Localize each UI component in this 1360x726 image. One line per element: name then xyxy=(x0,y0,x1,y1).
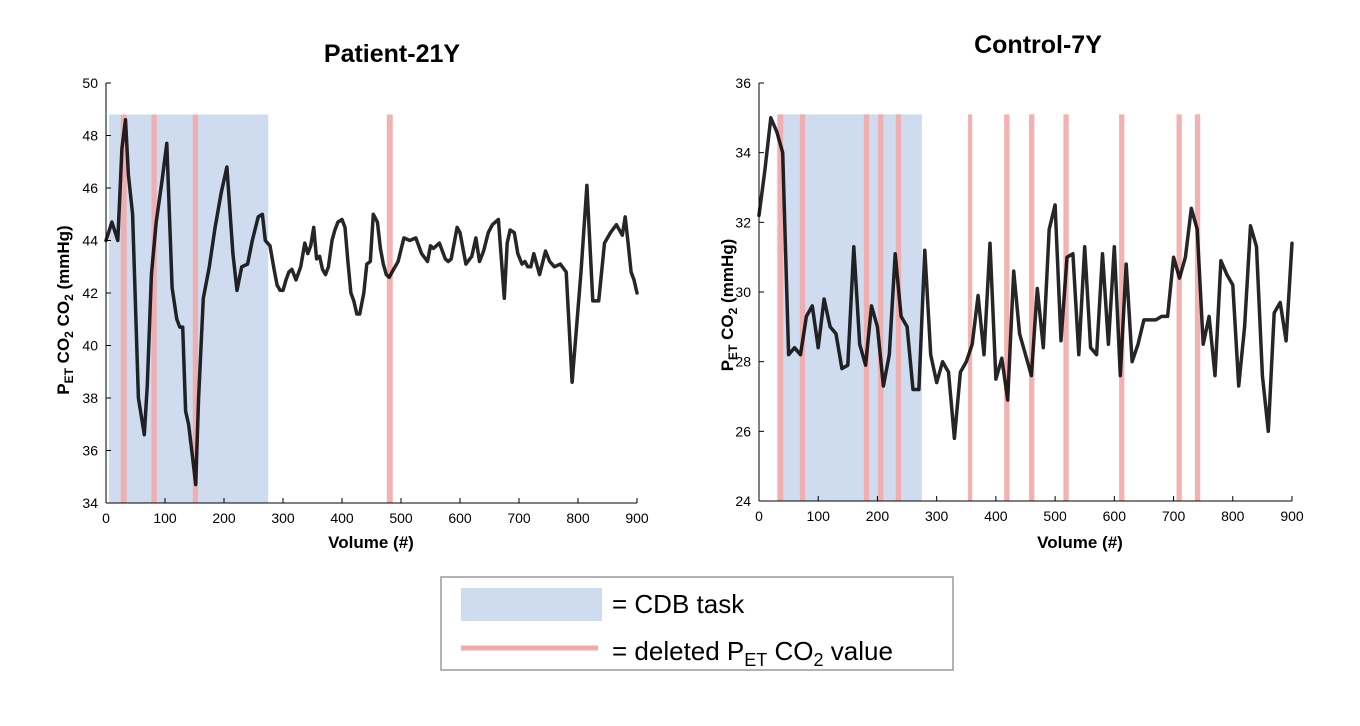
deleted-value-band xyxy=(120,114,127,503)
deleted-value-band xyxy=(878,114,884,501)
x-tick-label: 500 xyxy=(389,510,413,526)
x-tick-label: 800 xyxy=(566,510,590,526)
deleted-value-band xyxy=(151,114,157,503)
deleted-value-band xyxy=(895,114,902,501)
deleted-value-band xyxy=(799,114,806,501)
x-tick-label: 100 xyxy=(153,510,177,526)
y-tick-label: 36 xyxy=(82,443,98,459)
patient-21y-chart: Patient-21Y 0 100 200 300 400 500 600 700 800 900… xyxy=(54,40,649,552)
y-axis-label: PET CO2 CO2 (mmHg) xyxy=(54,225,76,394)
axes-layer: 0 100 200 300 400 500 600 700 800 900 34 36 38 40 42 44… xyxy=(82,75,648,526)
x-tick-label: 0 xyxy=(102,510,110,526)
deleted-value-band xyxy=(1029,114,1035,501)
deleted-value-band xyxy=(968,114,973,501)
band-layer xyxy=(776,114,1201,501)
x-tick-label: 300 xyxy=(271,510,295,526)
y-tick-label: 42 xyxy=(82,285,98,301)
pet-co2-series-line xyxy=(104,117,639,487)
y-tick-label: 32 xyxy=(735,214,751,230)
x-tick-label: 700 xyxy=(1162,508,1186,524)
y-tick-label: 34 xyxy=(82,495,98,511)
pet-co2-series-line xyxy=(757,116,1294,441)
x-tick-label: 900 xyxy=(625,510,649,526)
x-tick-label: 0 xyxy=(755,508,763,524)
y-tick-label: 30 xyxy=(735,284,751,300)
deleted-value-band xyxy=(1119,114,1125,501)
y-tick-label: 50 xyxy=(82,75,98,91)
legend-task-label: = CDB task xyxy=(612,589,745,619)
x-tick-label: 400 xyxy=(330,510,354,526)
y-tick-label: 46 xyxy=(82,180,98,196)
legend: = CDB task = deleted PET CO2 value xyxy=(440,576,954,671)
y-tick-label: 26 xyxy=(735,423,751,439)
x-tick-label: 900 xyxy=(1280,508,1304,524)
x-tick-label: 300 xyxy=(925,508,949,524)
x-tick-label: 200 xyxy=(866,508,890,524)
deleted-value-band xyxy=(192,114,199,503)
y-tick-label: 44 xyxy=(82,233,98,249)
y-tick-label: 48 xyxy=(82,128,98,144)
x-tick-label: 800 xyxy=(1221,508,1245,524)
deleted-value-band xyxy=(1004,114,1010,501)
y-tick-label: 40 xyxy=(82,338,98,354)
x-axis-label: Volume (#) xyxy=(328,533,414,552)
deleted-value-band xyxy=(1194,114,1201,501)
legend-deleted-label: = deleted PET CO2 value xyxy=(612,636,893,670)
y-tick-label: 28 xyxy=(735,354,751,370)
axes-layer: 0 100 200 300 400 500 600 700 800 900 24 26 28 30 32 34… xyxy=(735,75,1303,524)
x-tick-label: 400 xyxy=(984,508,1008,524)
series-layer xyxy=(104,117,639,487)
deleted-value-band xyxy=(1063,114,1069,501)
deleted-value-band xyxy=(777,114,784,501)
series-layer xyxy=(757,116,1294,441)
chart-title: Control-7Y xyxy=(974,31,1102,59)
legend-task-swatch xyxy=(461,588,602,621)
x-tick-label: 700 xyxy=(507,510,531,526)
deleted-value-band xyxy=(863,114,870,501)
y-tick-label: 24 xyxy=(735,493,751,509)
y-tick-label: 36 xyxy=(735,75,751,91)
deleted-value-band xyxy=(386,114,393,503)
x-tick-label: 100 xyxy=(807,508,831,524)
cdb-task-band xyxy=(108,114,269,503)
y-tick-label: 38 xyxy=(82,390,98,406)
control-7y-chart: Control-7Y 0 100 200 300 400 500 600 700 800 900 2… xyxy=(718,31,1304,552)
y-axis-label: PET CO2 (mmHg) xyxy=(718,239,740,372)
deleted-value-band xyxy=(1176,114,1182,501)
x-tick-label: 600 xyxy=(1103,508,1127,524)
x-axis-label: Volume (#) xyxy=(1037,533,1123,552)
x-tick-label: 500 xyxy=(1043,508,1067,524)
y-tick-label: 34 xyxy=(735,145,751,161)
x-tick-label: 200 xyxy=(212,510,236,526)
x-tick-label: 600 xyxy=(448,510,472,526)
chart-title: Patient-21Y xyxy=(324,40,460,68)
